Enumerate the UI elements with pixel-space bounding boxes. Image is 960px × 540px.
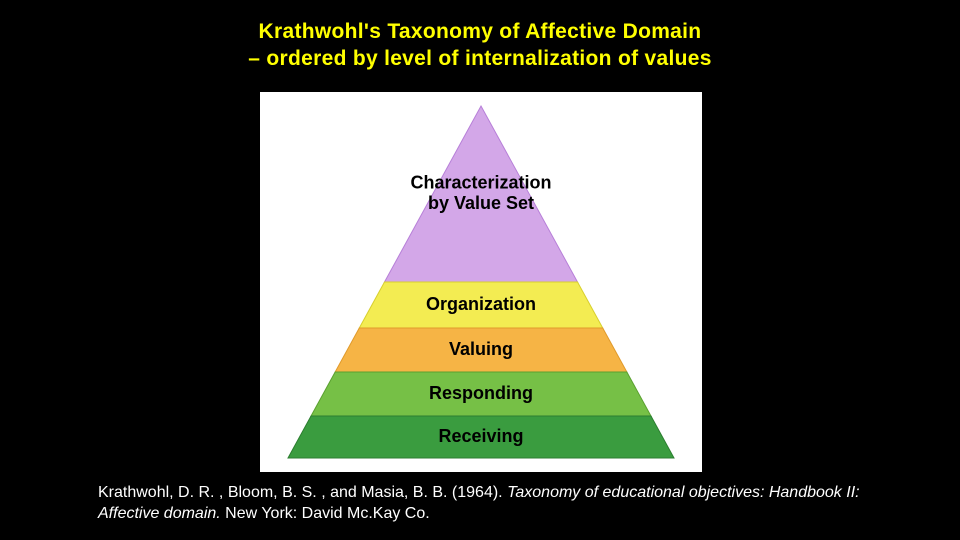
citation-prefix: Krathwohl, D. R. , Bloom, B. S. , and Ma… xyxy=(98,484,507,501)
pyramid-level-label: Receiving xyxy=(438,426,523,446)
pyramid-level-label: Characterization xyxy=(410,172,551,192)
pyramid-level-label: Valuing xyxy=(449,339,513,359)
pyramid-level-label: Responding xyxy=(429,383,533,403)
citation: Krathwohl, D. R. , Bloom, B. S. , and Ma… xyxy=(98,483,868,524)
title-line-1: Krathwohl's Taxonomy of Affective Domain xyxy=(259,20,702,43)
pyramid-level-label: by Value Set xyxy=(428,193,534,213)
citation-suffix: New York: David Mc.Kay Co. xyxy=(225,505,430,522)
title-line-2: – ordered by level of internalization of… xyxy=(0,45,960,72)
slide-title: Krathwohl's Taxonomy of Affective Domain… xyxy=(0,0,960,73)
pyramid-level-label: Organization xyxy=(426,294,536,314)
pyramid-diagram: Characterizationby Value Set Organization… xyxy=(260,92,702,472)
pyramid-panel: Characterizationby Value Set Organization… xyxy=(260,92,702,472)
